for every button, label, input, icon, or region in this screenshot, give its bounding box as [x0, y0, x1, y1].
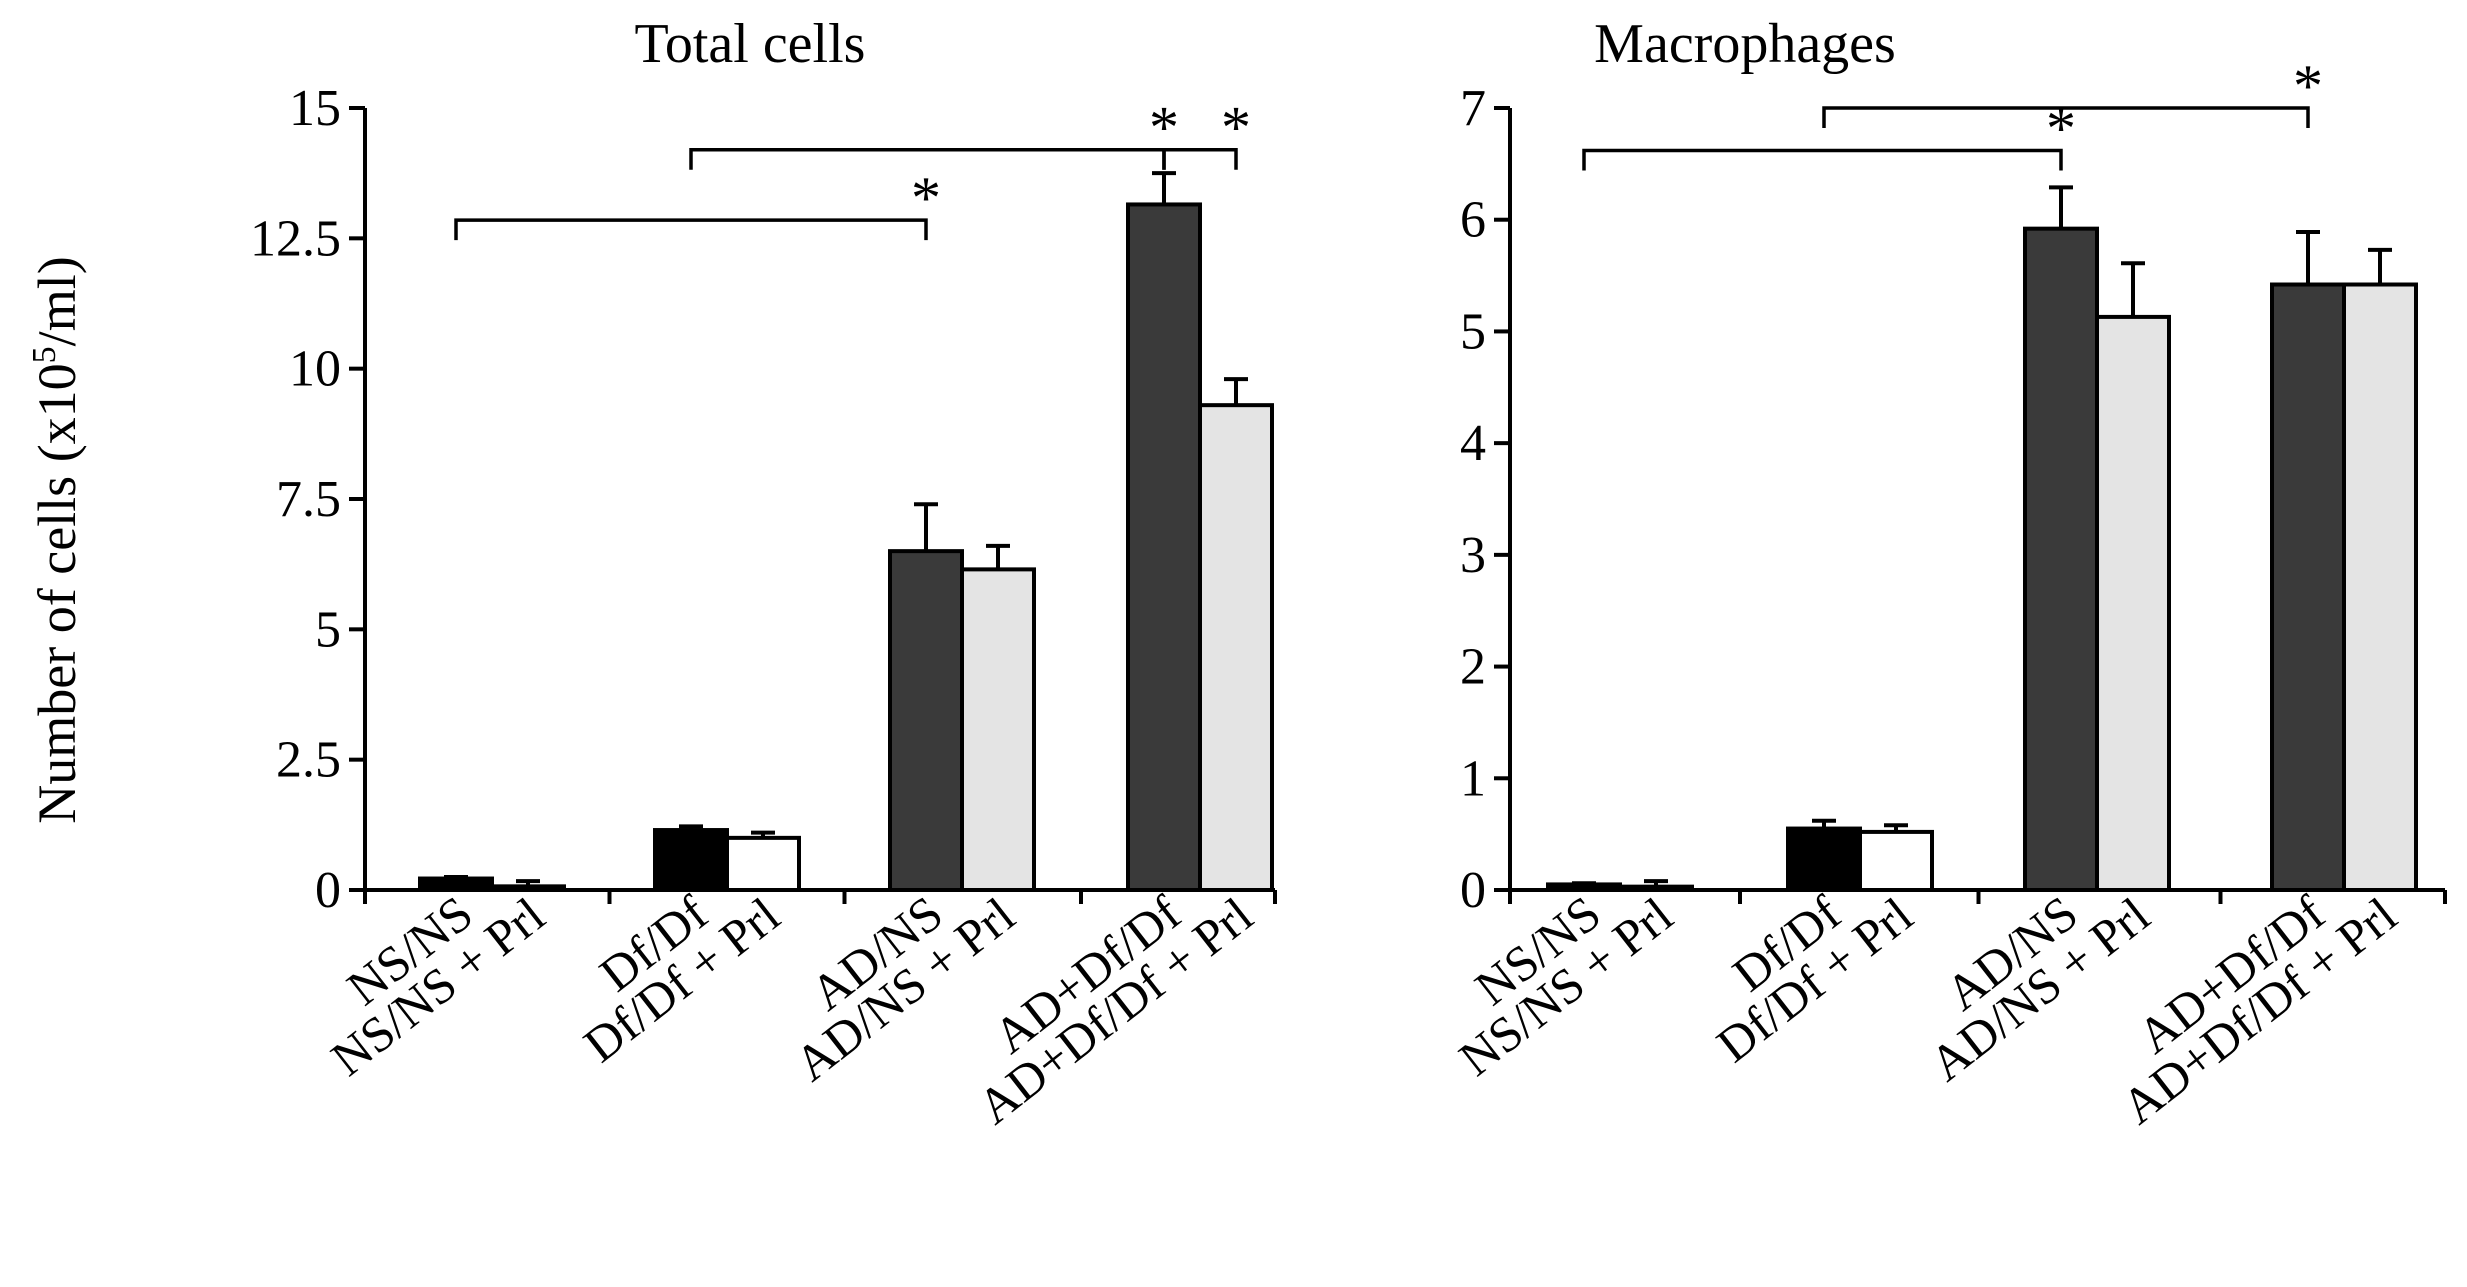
- chart-title: Macrophages: [1594, 13, 1896, 75]
- bar: [418, 876, 494, 892]
- significance-star: *: [911, 165, 941, 231]
- significance-star: *: [1221, 95, 1251, 161]
- bar: [1786, 826, 1862, 892]
- y-tick-label: 1: [1460, 750, 1486, 807]
- bar: [2342, 282, 2418, 893]
- bar: [2270, 282, 2346, 893]
- y-tick-label: 7.5: [276, 471, 341, 528]
- significance-bracket: [1582, 148, 2063, 171]
- y-tick-label: 0: [1460, 862, 1486, 919]
- y-tick-label: 7: [1460, 80, 1486, 137]
- y-tick-label: 15: [289, 80, 341, 137]
- bar: [960, 567, 1036, 892]
- y-tick-label: 3: [1460, 527, 1486, 584]
- y-tick-label: 2.5: [276, 732, 341, 789]
- bar: [2023, 226, 2099, 892]
- significance-bracket: [454, 218, 928, 241]
- bar: [2095, 314, 2171, 892]
- bar: [1198, 403, 1274, 892]
- significance-bracket: [1822, 106, 2310, 128]
- significance-star: *: [2293, 53, 2323, 119]
- y-tick-label: 0: [315, 862, 341, 919]
- significance-star: *: [2046, 95, 2076, 161]
- significance-bracket: [1162, 147, 1238, 170]
- bar: [1126, 202, 1202, 893]
- y-tick-label: 5: [315, 601, 341, 658]
- bar: [490, 884, 566, 892]
- bar: [1618, 884, 1694, 892]
- chart-title: Total cells: [635, 13, 866, 75]
- bar: [888, 549, 964, 893]
- y-tick-label: 5: [1460, 303, 1486, 360]
- bar: [653, 828, 729, 893]
- y-axis-title: Number of cells (x105/ml): [26, 256, 87, 823]
- y-tick-label: 2: [1460, 639, 1486, 696]
- y-tick-label: 10: [289, 341, 341, 398]
- y-tick-label: 12.5: [250, 210, 341, 267]
- bar: [725, 835, 801, 892]
- y-tick-label: 6: [1460, 192, 1486, 249]
- y-tick-label: 4: [1460, 415, 1486, 472]
- bar: [1858, 829, 1934, 892]
